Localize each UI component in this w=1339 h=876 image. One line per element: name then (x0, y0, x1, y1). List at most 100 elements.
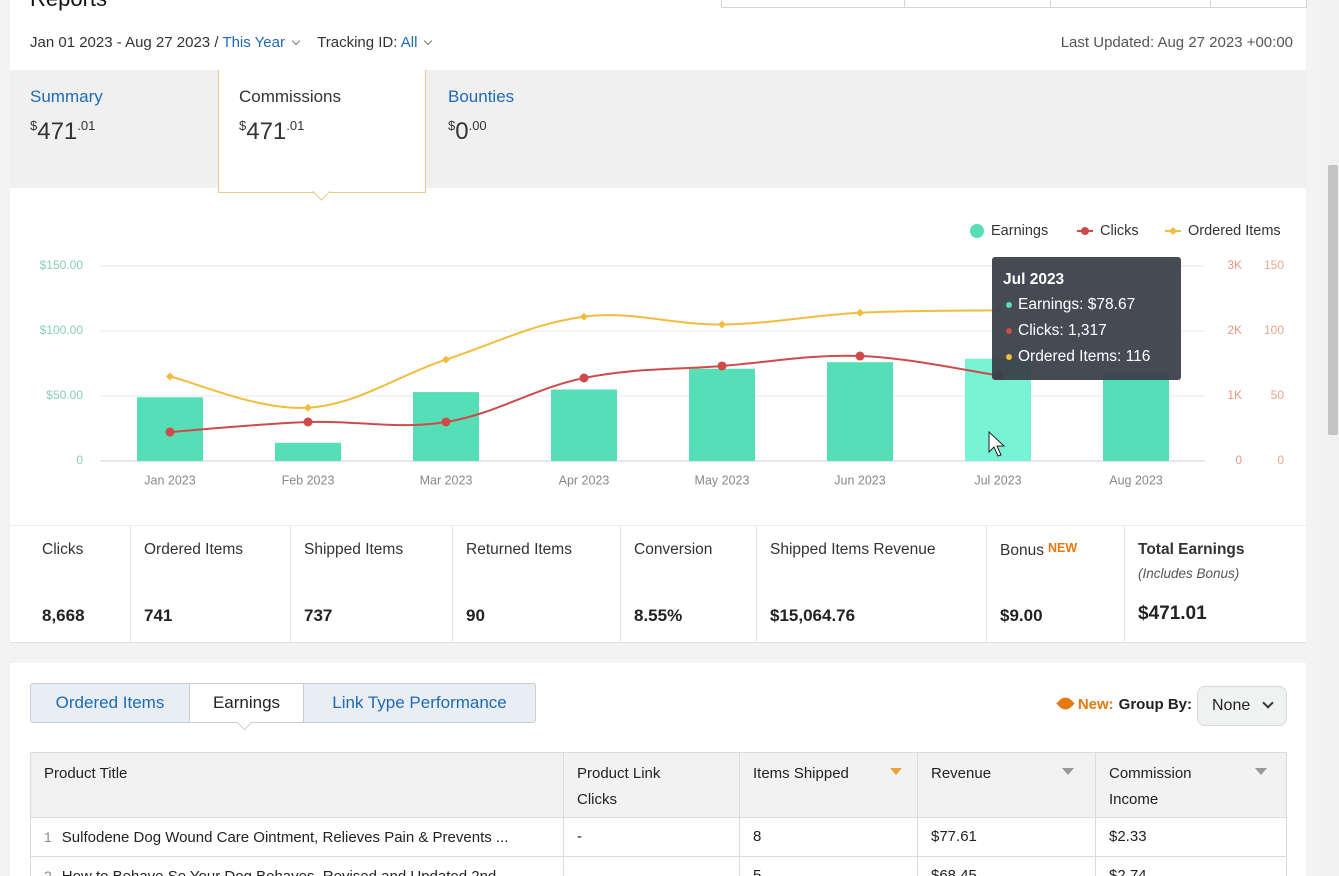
y-tick-label: $50.00 (46, 388, 83, 402)
sort-icon (1255, 768, 1267, 775)
cell-value: $2.74 (1109, 867, 1147, 876)
column-header[interactable]: Items Shipped (739, 753, 917, 817)
scrollbar[interactable] (1320, 0, 1339, 876)
stat-value: 8.55% (634, 606, 683, 625)
x-tick-label: Feb 2023 (282, 473, 335, 487)
divider (1050, 0, 1051, 7)
point (718, 320, 726, 329)
report-panel: Ordered Items Earnings Link Type Performan… (10, 663, 1306, 876)
stat-label: Total Earnings (1138, 541, 1245, 559)
stats-panel: Clicks 8,668 Ordered Items 741 Shipped Items… (10, 525, 1306, 643)
table-cell: $77.61 (917, 818, 1095, 856)
report-tab[interactable]: Earnings (190, 683, 303, 731)
table-cell: 2 How to Behave So Your Dog Behaves, Revi… (31, 857, 563, 876)
summary-tab[interactable]: Commissions $471.01 (218, 70, 426, 201)
currency: $ (239, 118, 247, 133)
stat-label-text: Conversion (634, 541, 713, 558)
column-header[interactable]: Product Link Clicks (563, 753, 739, 817)
stat-label: Clicks (42, 541, 83, 559)
new-label: New: (1077, 696, 1114, 713)
stat-column: Bonus NEW $9.00 (986, 526, 1125, 642)
divider (1210, 0, 1211, 7)
period-select[interactable]: This Year (222, 34, 285, 51)
sort-icon (890, 768, 902, 775)
tooltip-line: Clicks: 1,317 (1018, 322, 1107, 339)
segmented-control[interactable] (721, 0, 1307, 8)
y2-tick-label: 0 (1235, 453, 1242, 467)
report-tab[interactable]: Link Type Performance (303, 683, 536, 723)
point (166, 372, 174, 381)
bar (551, 389, 617, 461)
report-tab[interactable]: Ordered Items (30, 683, 190, 723)
stat-column: Returned Items 90 (452, 526, 621, 642)
y3-tick-label: 50 (1271, 388, 1285, 402)
y3-tick-label: 150 (1264, 258, 1284, 272)
stat-value: 741 (144, 606, 173, 625)
tab-amount: $471.01 (239, 118, 304, 146)
stat-column: Conversion 8.55% (620, 526, 757, 642)
table-cell: 1 Sulfodene Dog Wound Care Ointment, Reli… (31, 818, 563, 856)
stat-label: Returned Items (466, 541, 572, 559)
stat-label: Conversion (634, 541, 712, 559)
product-title[interactable]: How to Behave So Your Dog Behaves, Revis… (62, 868, 513, 876)
legend-label: Earnings (991, 223, 1048, 239)
row-number: 2 (44, 868, 52, 876)
product-title[interactable]: Sulfodene Dog Wound Care Ointment, Relie… (61, 829, 509, 846)
bar (413, 392, 479, 461)
legend-swatch (1081, 227, 1089, 235)
sort-icon (1062, 768, 1074, 775)
cell-value: - (577, 828, 582, 845)
scrollbar-thumb[interactable] (1328, 165, 1338, 435)
x-tick-label: Jun 2023 (834, 473, 885, 487)
point (441, 417, 451, 427)
column-header[interactable]: Revenue (917, 753, 1095, 817)
tab-amount: $471.01 (30, 118, 95, 146)
stat-label: Shipped Items (304, 541, 403, 559)
tooltip-dot (1006, 354, 1012, 360)
summary-tab[interactable]: Bounties $0.00 (426, 70, 634, 188)
table-header: Product Title Product Link Clicks Items Sh… (30, 752, 1287, 818)
tooltip-line: Ordered Items: 116 (1018, 348, 1150, 365)
stat-value: 737 (304, 606, 333, 625)
amount-whole: 471 (246, 118, 287, 145)
y3-tick-label: 100 (1264, 323, 1284, 337)
y-tick-label: $150.00 (40, 258, 84, 272)
stat-label: Bonus NEW (1000, 541, 1077, 560)
group-by-select[interactable]: None (1197, 686, 1287, 726)
stat-value: 8,668 (42, 606, 85, 625)
date-range: Jan 01 2023 - Aug 27 2023 / (30, 34, 219, 51)
page-title: Reports (30, 0, 107, 12)
y2-tick-label: 2K (1227, 323, 1242, 337)
summary-tab[interactable]: Summary $471.01 (10, 70, 218, 188)
stat-column: Total Earnings (Includes Bonus) $471.01 (1124, 526, 1307, 642)
point (855, 351, 865, 361)
header-panel (10, 0, 1306, 70)
amount-fraction: .00 (468, 118, 487, 133)
tracking-select[interactable]: All (400, 34, 418, 51)
stat-value: $471.01 (1138, 603, 1207, 624)
bar (1103, 372, 1169, 461)
column-header[interactable]: Product Title (44, 765, 128, 782)
stat-label: Shipped Items Revenue (770, 541, 935, 559)
rocket-icon (1056, 694, 1075, 713)
x-tick-label: Aug 2023 (1109, 473, 1163, 487)
stat-column: Shipped Items Revenue $15,064.76 (756, 526, 987, 642)
table-cell (563, 857, 739, 876)
y3-tick-label: 0 (1277, 453, 1284, 467)
cell-value: 8 (753, 828, 762, 845)
chart: 0 $50.00 $100.00 $150.00 0 1K 2K 3K 0 50 100 150 Jan… (40, 223, 1285, 487)
new-badge: NEW (1047, 541, 1078, 555)
date-filter-row: Jan 01 2023 - Aug 27 2023 / This Year Tr… (30, 34, 437, 51)
tab-label: Commissions (239, 87, 342, 106)
y-tick-label: 0 (76, 453, 83, 467)
tab-amount: $0.00 (448, 118, 487, 146)
table-cell: - (563, 818, 739, 856)
y2-tick-label: 3K (1227, 258, 1242, 272)
column-header[interactable]: Commission Income (1095, 753, 1288, 817)
currency: $ (30, 118, 38, 133)
stat-label-text: Shipped Items (304, 541, 404, 558)
stat-value: $9.00 (1000, 606, 1043, 625)
